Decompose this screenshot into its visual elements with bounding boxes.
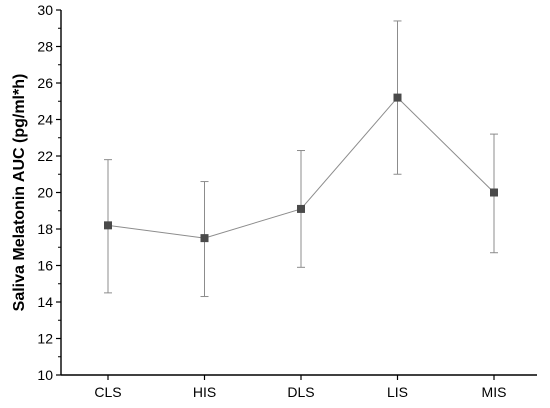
x-tick-label: DLS [287, 384, 314, 400]
y-axis-title: Saliva Melatonin AUC (pg/ml*h) [11, 74, 28, 312]
data-point [297, 204, 305, 213]
data-point [490, 188, 498, 197]
y-tick-label: 24 [37, 112, 53, 128]
y-tick-label: 14 [37, 294, 53, 310]
y-tick-label: 22 [37, 148, 53, 164]
data-point [393, 93, 402, 102]
y-tick-label: 28 [37, 39, 53, 55]
y-tick-label: 16 [37, 258, 53, 274]
y-ticks: 10 12 14 16 18 20 22 24 26 28 30 [37, 2, 61, 383]
x-tick-label: CLS [94, 384, 121, 400]
y-tick-label: 12 [37, 331, 53, 347]
x-ticks: CLS HIS DLS LIS MIS [94, 375, 506, 400]
y-tick-label: 20 [37, 185, 53, 201]
data-point [200, 234, 209, 243]
y-tick-label: 10 [37, 367, 53, 383]
error-bars [104, 20, 498, 298]
data-point [104, 221, 112, 230]
data-points [104, 93, 498, 243]
y-tick-label: 26 [37, 75, 53, 91]
axes [60, 10, 537, 376]
y-axis-title-group: Saliva Melatonin AUC (pg/ml*h) [11, 74, 28, 312]
x-tick-label: LIS [387, 384, 408, 400]
y-tick-label: 18 [37, 221, 53, 237]
x-tick-label: MIS [482, 384, 507, 400]
x-tick-label: HIS [193, 384, 216, 400]
y-tick-label: 30 [37, 2, 53, 18]
